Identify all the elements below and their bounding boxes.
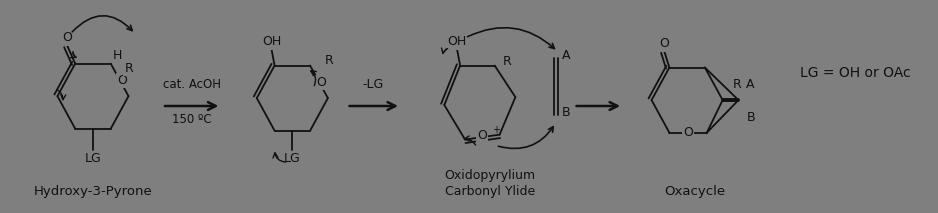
Text: O: O [477, 129, 487, 142]
Text: B: B [562, 106, 570, 119]
Text: 150 ºC: 150 ºC [172, 113, 211, 126]
Text: LG: LG [84, 152, 101, 165]
Text: -LG: -LG [363, 78, 384, 91]
Text: B: B [747, 111, 755, 124]
Text: O: O [683, 126, 693, 139]
Text: R: R [503, 55, 511, 68]
Text: O: O [659, 37, 670, 50]
Text: Oxidopyrylium
Carbonyl Ylide: Oxidopyrylium Carbonyl Ylide [445, 169, 536, 198]
Text: +: + [492, 125, 500, 135]
Text: LG: LG [284, 152, 301, 165]
Text: O: O [62, 31, 72, 44]
Text: OH: OH [447, 35, 467, 48]
Text: OH: OH [262, 35, 281, 48]
Text: R: R [125, 62, 133, 75]
Text: O: O [117, 74, 128, 87]
Text: Oxacycle: Oxacycle [664, 185, 726, 198]
Text: Hydroxy-3-Pyrone: Hydroxy-3-Pyrone [34, 185, 152, 198]
Text: R: R [733, 78, 741, 91]
Text: R: R [325, 54, 334, 67]
Text: cat. AcOH: cat. AcOH [162, 78, 220, 91]
Text: H: H [113, 49, 122, 62]
Text: O: O [316, 76, 325, 89]
Text: A: A [562, 49, 570, 62]
Text: A: A [747, 78, 755, 91]
Text: LG = OH or OAc: LG = OH or OAc [799, 66, 910, 81]
